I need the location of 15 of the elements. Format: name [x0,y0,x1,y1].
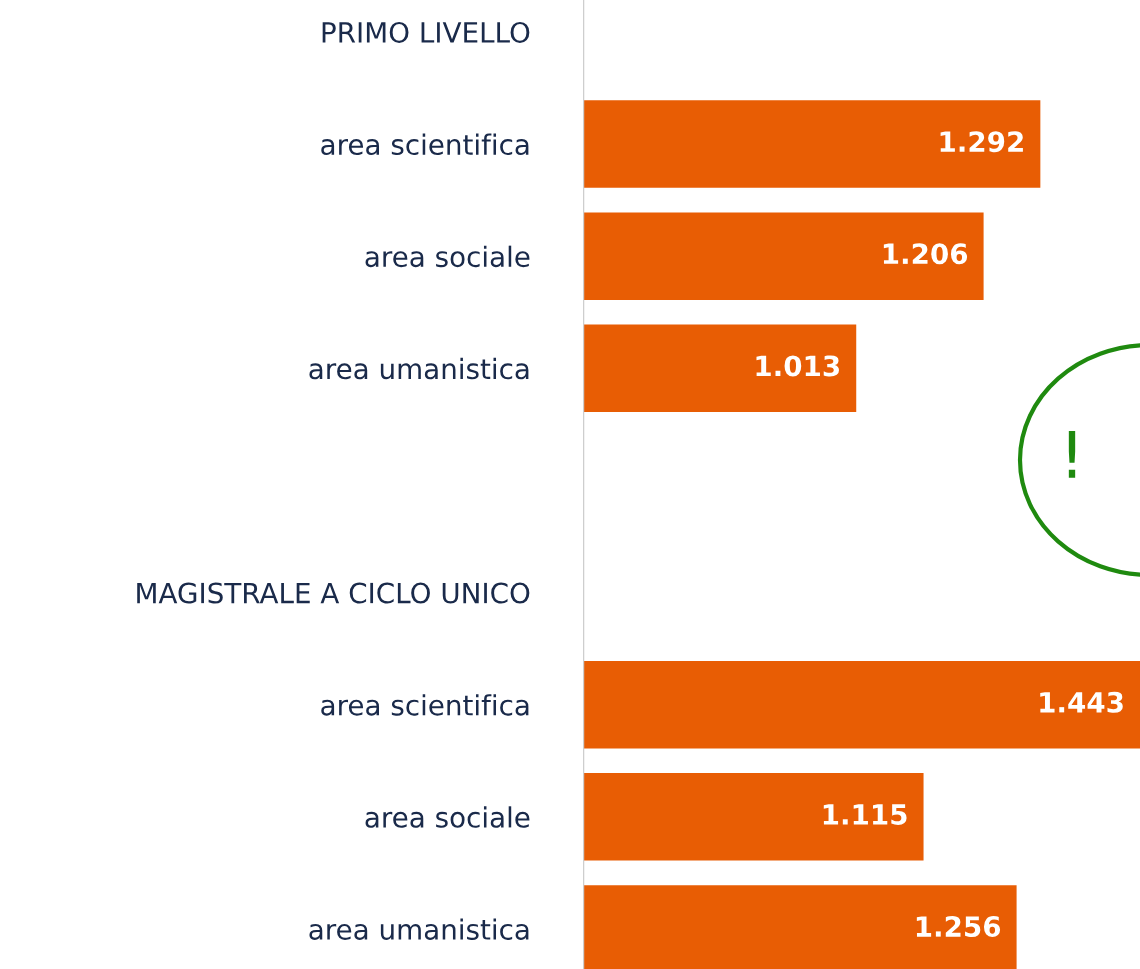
data-label: 1.443 [1040,691,1123,713]
y-tick-label: area sociale [365,245,530,268]
y-tick-label: area umanistica [309,918,529,940]
y-tick-label: area scientifica [321,694,529,716]
data-label: 1.206 [883,243,968,265]
data-label: 1.256 [916,916,1001,938]
data-label: 1.115 [823,804,907,825]
y-tick-label: area scientifica [321,133,529,156]
y-tick-label: area sociale [365,806,530,828]
y-tick-label: area umanistica [309,357,529,380]
annotation: ! [1068,431,1076,478]
y-tick-label: MAGISTRALE A CICLO UNICO [137,582,530,604]
y-tick-label: PRIMO LIVELLO [322,21,530,43]
data-label: 1.292 [940,131,1023,153]
data-label: 1.013 [756,355,839,377]
